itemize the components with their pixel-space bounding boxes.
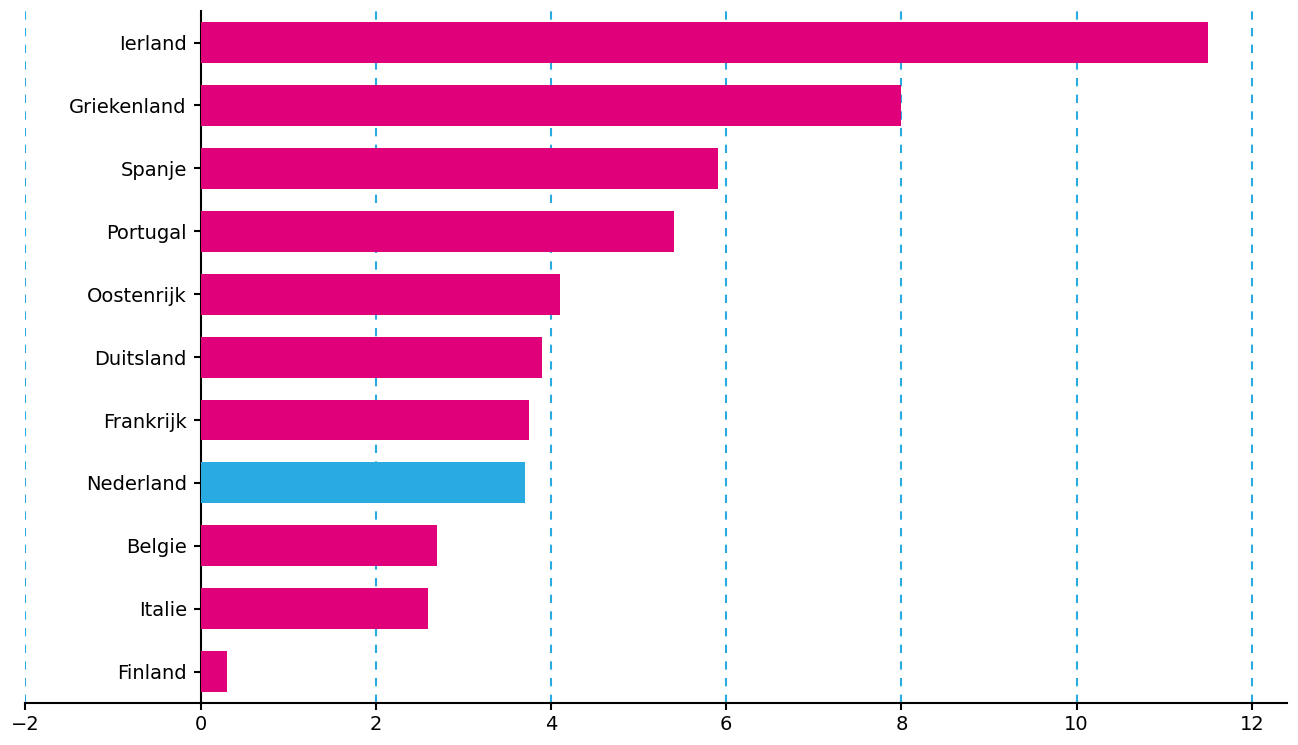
Bar <box>201 273 559 314</box>
Bar <box>201 399 530 440</box>
Bar <box>201 589 428 630</box>
Bar <box>201 85 901 126</box>
Bar <box>201 337 543 378</box>
Bar <box>201 148 718 188</box>
Bar <box>201 651 227 692</box>
Bar <box>201 525 437 566</box>
Bar <box>201 463 524 504</box>
Bar <box>201 211 674 252</box>
Bar <box>201 22 1208 63</box>
